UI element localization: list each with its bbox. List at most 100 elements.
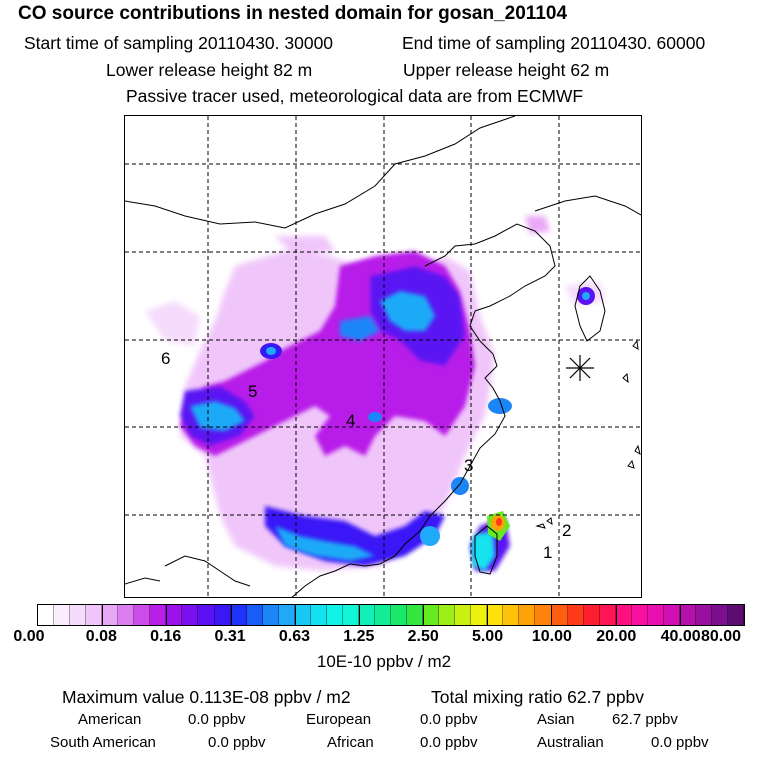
lower-release-height: Lower release height 82 m — [106, 60, 313, 80]
coastlines-and-borders — [125, 116, 641, 597]
colorbar-swatch — [423, 605, 440, 625]
colorbar-swatch — [391, 605, 408, 625]
colorbar-tick-label: 0.16 — [150, 628, 182, 645]
colorbar-swatch — [551, 605, 568, 625]
colorbar-swatch — [70, 605, 87, 625]
american-label: American — [78, 711, 142, 728]
african-value: 0.0 ppbv — [420, 734, 478, 751]
colorbar-tick-label: 20.00 — [596, 628, 637, 645]
asian-label: Asian — [537, 711, 575, 728]
colorbar-swatch — [358, 605, 375, 625]
map-title: CO source contributions in nested domain… — [18, 3, 568, 24]
colorbar-tick-label: 0.31 — [214, 628, 246, 645]
colorbar-swatch — [503, 605, 520, 625]
australian-label: Australian — [537, 734, 604, 751]
colorbar-tick-label: 1.25 — [343, 628, 375, 645]
colorbar-swatch — [198, 605, 215, 625]
source-contribution-map: 1 2 3 4 5 6 — [124, 115, 642, 598]
colorbar-swatch — [487, 605, 504, 625]
region-label-3: 3 — [464, 456, 474, 475]
upper-release-height: Upper release height 62 m — [403, 60, 610, 80]
lat-lon-gridlines — [125, 116, 641, 597]
colorbar-separator — [166, 605, 168, 625]
colorbar-swatch — [631, 605, 648, 625]
colorbar-swatch — [166, 605, 183, 625]
colorbar-separator — [230, 605, 232, 625]
colorbar-swatch — [246, 605, 263, 625]
colorbar-separator — [423, 605, 425, 625]
australian-value: 0.0 ppbv — [651, 734, 709, 751]
colorbar-tick-label: 80.00 — [700, 628, 742, 645]
colorbar-swatch — [567, 605, 584, 625]
colorbar-swatch — [599, 605, 616, 625]
asian-value: 62.7 ppbv — [612, 711, 678, 728]
colorbar-swatch — [38, 605, 55, 625]
colorbar-separator — [102, 605, 104, 625]
colorbar-swatch — [647, 605, 664, 625]
colorbar-swatch — [54, 605, 71, 625]
colorbar-tick-label: 40.00 — [660, 628, 701, 645]
colorbar-swatch — [310, 605, 327, 625]
colorbar-swatch — [679, 605, 696, 625]
colorbar-swatch — [407, 605, 424, 625]
colorbar-swatch — [230, 605, 247, 625]
colorbar-separator — [358, 605, 360, 625]
colorbar-swatch — [86, 605, 103, 625]
colorbar-swatch — [728, 605, 745, 625]
colorbar-separator — [487, 605, 489, 625]
colorbar-swatch — [214, 605, 231, 625]
region-label-1: 1 — [543, 543, 553, 562]
sampling-end: End time of sampling 20110430. 60000 — [402, 33, 706, 53]
colorbar-swatch — [455, 605, 472, 625]
region-label-4: 4 — [346, 411, 356, 430]
colorbar-swatch — [535, 605, 552, 625]
colorbar-swatch — [278, 605, 295, 625]
colorbar-swatch — [663, 605, 680, 625]
colorbar-tick-label: 0.00 — [13, 628, 45, 645]
colorbar-swatch — [711, 605, 729, 625]
colorbar-swatch — [150, 605, 167, 625]
region-label-6: 6 — [161, 349, 171, 368]
european-value: 0.0 ppbv — [420, 711, 478, 728]
colorbar-tick-label: 2.50 — [407, 628, 439, 645]
map-canvas — [125, 116, 641, 597]
gosan-receptor-star — [566, 355, 594, 381]
colorbar-swatch — [294, 605, 311, 625]
colorbar-swatch — [374, 605, 392, 625]
total-mixing-ratio: Total mixing ratio 62.7 ppbv — [431, 687, 645, 707]
european-label: European — [306, 711, 372, 728]
sampling-start: Start time of sampling 20110430. 30000 — [24, 33, 334, 53]
colorbar-swatch — [439, 605, 456, 625]
colorbar-tick-label: 0.63 — [278, 628, 311, 645]
colorbar-separator — [294, 605, 296, 625]
south-american-value: 0.0 ppbv — [208, 734, 266, 751]
colorbar — [37, 604, 745, 626]
african-label: African — [327, 734, 374, 751]
colorbar-swatch — [342, 605, 359, 625]
colorbar-separator — [679, 605, 681, 625]
region-label-2: 2 — [562, 521, 572, 540]
colorbar-tick-label: 5.00 — [471, 628, 504, 645]
region-label-5: 5 — [248, 382, 258, 401]
tracer-note: Passive tracer used, meteorological data… — [126, 86, 584, 106]
colorbar-swatch — [695, 605, 712, 625]
colorbar-units: 10E-10 ppbv / m2 — [316, 652, 452, 671]
plume-high-layer — [190, 287, 595, 571]
colorbar-swatch — [262, 605, 279, 625]
colorbar-swatch — [134, 605, 151, 625]
american-value: 0.0 ppbv — [188, 711, 246, 728]
south-american-label: South American — [50, 734, 156, 751]
colorbar-swatch — [118, 605, 135, 625]
colorbar-separator — [551, 605, 553, 625]
colorbar-swatch — [102, 605, 119, 625]
colorbar-swatch — [615, 605, 632, 625]
colorbar-swatch — [583, 605, 600, 625]
colorbar-swatch — [519, 605, 536, 625]
colorbar-swatch — [471, 605, 488, 625]
colorbar-separator — [615, 605, 617, 625]
colorbar-tick-label: 10.00 — [531, 628, 572, 645]
max-value: Maximum value 0.113E-08 ppbv / m2 — [62, 687, 351, 707]
colorbar-swatch — [326, 605, 343, 625]
colorbar-swatch — [182, 605, 199, 625]
colorbar-tick-label: 0.08 — [85, 628, 117, 645]
